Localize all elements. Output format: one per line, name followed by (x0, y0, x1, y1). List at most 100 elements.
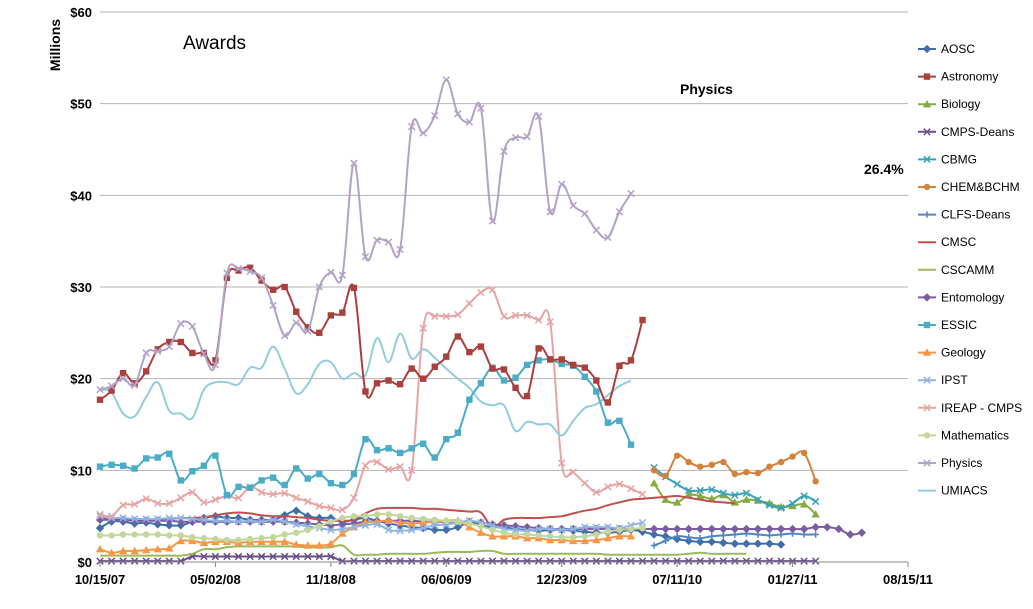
legend-label: Astronomy (941, 70, 998, 84)
data-point-mathematics (489, 526, 496, 534)
data-point-ireap-cmps (523, 311, 531, 320)
data-point-essic (523, 361, 531, 369)
data-point-essic (304, 475, 311, 482)
data-point-clfs-deans (650, 542, 658, 549)
data-point-physics (615, 208, 624, 216)
data-point-cmps-deans (765, 557, 774, 565)
data-point-astronomy (327, 312, 335, 319)
legend-label: Entomology (941, 290, 1004, 304)
data-point-cbmg (800, 492, 808, 500)
data-point-mathematics (558, 534, 565, 541)
data-point-geology (95, 544, 105, 553)
data-point-ipst (280, 517, 289, 526)
data-point-essic (154, 454, 161, 461)
data-point-astronomy (177, 338, 184, 346)
data-point-aosc (765, 539, 774, 548)
data-point-cmps-deans (419, 557, 427, 565)
data-point-geology (603, 533, 613, 542)
data-point-chem-bchm (777, 458, 785, 466)
data-point-entomology (776, 524, 786, 534)
data-point-ireap-cmps (592, 488, 601, 497)
data-point-biology (707, 494, 716, 502)
data-point-mathematics (177, 532, 184, 539)
data-point-essic (373, 446, 381, 454)
data-point-ipst (546, 525, 554, 533)
data-point-cbmg (684, 486, 693, 495)
data-point-mathematics (212, 535, 219, 543)
legend-item-clfs-deans: CLFS-Deans (918, 208, 1010, 222)
data-point-cbmg (708, 485, 716, 494)
data-point-entomology (719, 524, 728, 534)
data-point-essic (604, 419, 612, 426)
data-point-physics (396, 245, 404, 254)
data-point-cmps-deans (407, 557, 416, 565)
data-point-essic (223, 491, 231, 499)
data-point-cmps-deans (396, 557, 404, 565)
data-point-mathematics (546, 533, 554, 540)
data-point-ireap-cmps (96, 510, 104, 519)
data-point-cmps-deans (511, 557, 520, 565)
data-point-astronomy (269, 286, 277, 293)
data-point-physics (188, 322, 197, 331)
data-point-mathematics (616, 526, 623, 534)
data-point-chem-bchm (650, 467, 658, 474)
data-point-mathematics (154, 531, 161, 538)
data-point-essic (420, 440, 427, 447)
data-point-mathematics (269, 534, 277, 541)
data-point-mathematics (304, 526, 311, 534)
data-point-cmps-deans (165, 557, 173, 565)
data-point-entomology (788, 524, 797, 534)
data-point-physics (246, 267, 254, 276)
data-point-cmps-deans (431, 557, 439, 565)
data-point-geology (130, 546, 139, 555)
series-line-cscamm (99, 544, 747, 557)
data-point-entomology (857, 528, 867, 537)
data-point-cmps-deans (708, 557, 716, 565)
data-point-clfs-deans (685, 534, 692, 541)
data-point-physics (592, 226, 601, 234)
data-point-mathematics (339, 514, 346, 522)
data-point-ipst (488, 521, 497, 530)
data-point-ireap-cmps (269, 490, 277, 498)
data-point-cmps-deans (96, 557, 104, 565)
data-point-chem-bchm (743, 468, 750, 476)
data-point-astronomy (546, 356, 554, 363)
legend-label: Physics (941, 456, 982, 470)
data-point-ireap-cmps (153, 499, 162, 508)
legend-label: CMSC (941, 235, 977, 249)
data-point-astronomy (489, 365, 496, 372)
data-point-biology (696, 491, 705, 500)
data-point-geology (107, 548, 116, 557)
data-point-cmps-deans (304, 552, 312, 561)
legend-marker (923, 459, 931, 467)
data-point-entomology (696, 524, 705, 534)
y-tick-label: $10 (70, 463, 92, 478)
data-point-cmps-deans (119, 557, 127, 565)
data-point-chem-bchm (697, 463, 704, 470)
data-point-mathematics (466, 520, 473, 527)
data-point-cmps-deans (604, 557, 612, 565)
data-point-essic (535, 357, 542, 364)
data-point-cmps-deans (177, 557, 185, 565)
series-essic (96, 356, 635, 499)
data-point-astronomy (408, 365, 415, 372)
legend-marker (923, 404, 931, 412)
data-point-ireap-cmps (119, 501, 127, 509)
data-point-physics (442, 76, 451, 84)
data-point-biology (649, 478, 659, 487)
data-point-ireap-cmps (257, 488, 266, 497)
data-point-chem-bchm (789, 453, 796, 460)
data-point-ireap-cmps (304, 497, 312, 506)
data-point-astronomy (570, 361, 577, 369)
data-point-essic (396, 449, 404, 457)
data-point-ipst (534, 525, 543, 533)
legend-label: AOSC (941, 42, 975, 56)
data-point-ireap-cmps (327, 504, 335, 512)
data-point-chem-bchm (708, 461, 715, 469)
data-point-ipst (165, 514, 173, 522)
data-point-mathematics (408, 514, 415, 522)
data-point-mathematics (477, 523, 485, 530)
data-point-cmps-deans (223, 552, 231, 561)
data-point-astronomy (558, 356, 565, 363)
data-point-ireap-cmps (165, 499, 173, 508)
